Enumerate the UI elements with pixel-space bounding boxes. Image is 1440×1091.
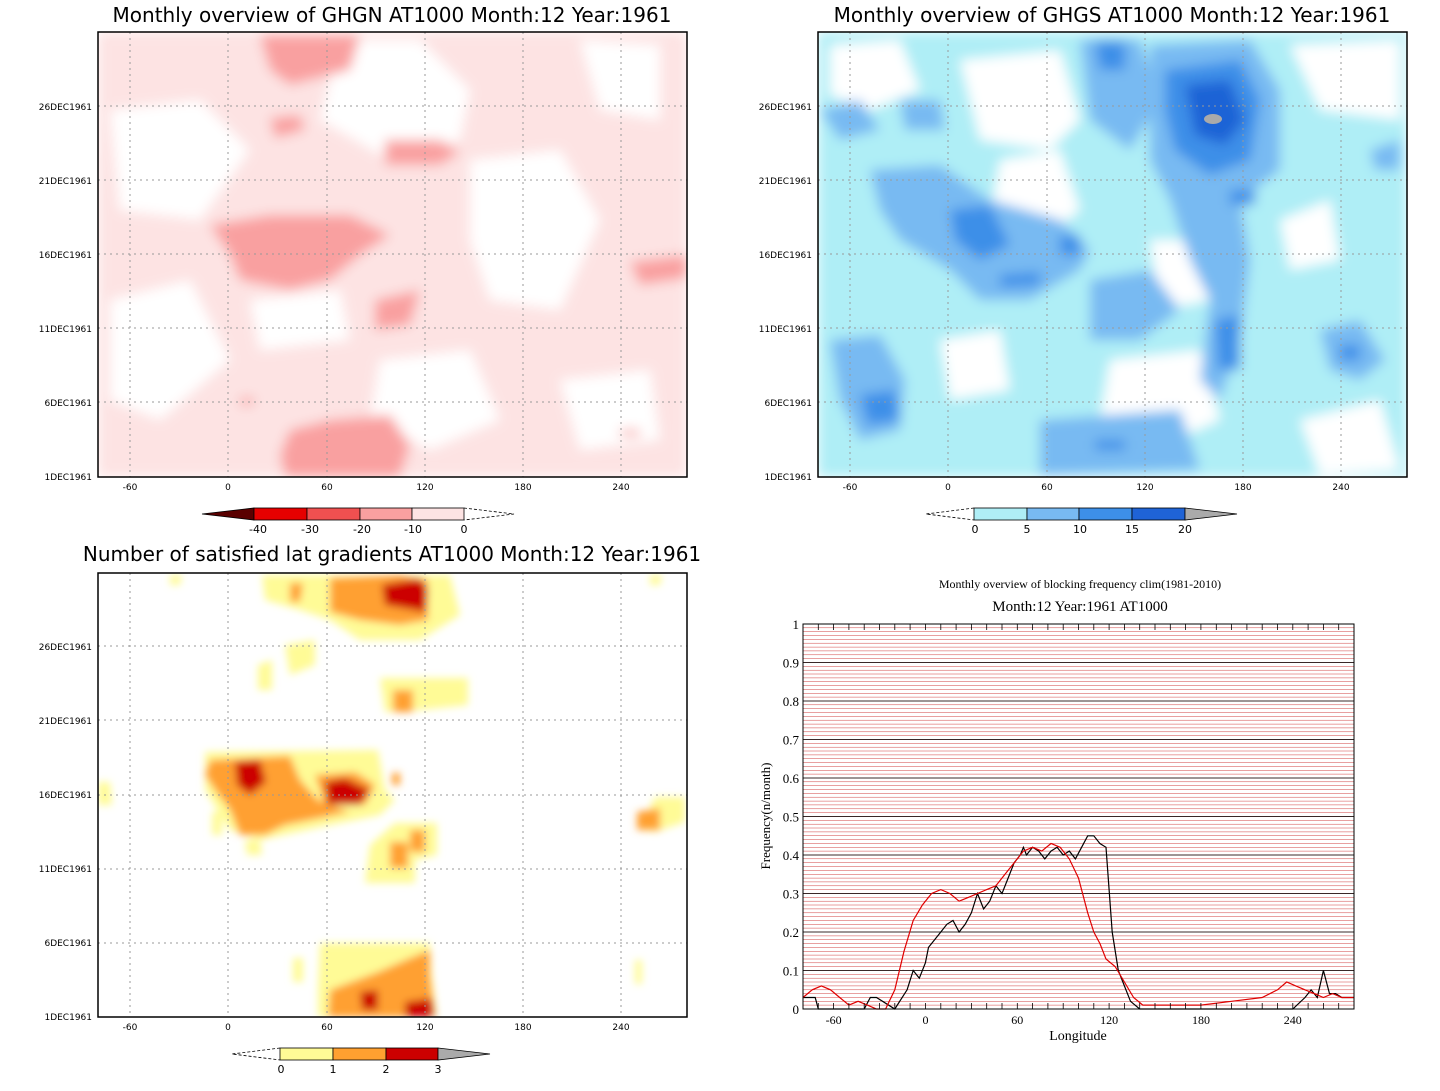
ghgn-xtick: -60: [123, 483, 138, 493]
ghgs-xtick: 240: [1332, 483, 1349, 493]
ghgn-colorbar-label: 0: [461, 523, 468, 536]
ghgs-xtick: 120: [1136, 483, 1153, 493]
panel-lat-gradients: Number of satisfied lat gradients AT1000…: [39, 542, 701, 1076]
lat-xtick: 240: [612, 1023, 629, 1033]
ghgs-xtick: -60: [843, 483, 858, 493]
ghgn-xtick: 0: [225, 483, 231, 493]
blocking-ytick: 0: [793, 1002, 800, 1017]
ghgs-ytick: 26DEC1961: [759, 103, 812, 113]
blocking-title: Monthly overview of blocking frequency c…: [939, 577, 1221, 591]
ghgs-colorbar-label: 10: [1073, 523, 1087, 536]
ghgs-ytick: 16DEC1961: [759, 251, 812, 261]
blocking-ytick: 0.8: [783, 694, 799, 709]
ghgn-xtick: 120: [416, 483, 433, 493]
ghgs-field: [818, 32, 1407, 477]
blocking-ytick: 1: [793, 617, 800, 632]
lat-ytick: 16DEC1961: [39, 791, 92, 801]
ghgs-colorbar-label: 5: [1024, 523, 1031, 536]
lat-colorbar-label: 2: [383, 1063, 390, 1076]
lat-xtick: 180: [514, 1023, 531, 1033]
blocking-series-line: [802, 842, 1354, 1010]
ghgs-colorbar-label: 20: [1178, 523, 1192, 536]
blocking-xlabel: Longitude: [1049, 1029, 1107, 1044]
ghgn-field: [98, 32, 687, 477]
ghgs-xtick: 180: [1234, 483, 1251, 493]
ghgn-ytick: 1DEC1961: [44, 473, 92, 483]
lat-ytick: 1DEC1961: [44, 1013, 92, 1023]
ghgn-ytick: 11DEC1961: [39, 325, 92, 335]
blocking-series-line: [803, 835, 1354, 1010]
ghgn-colorbar-label: -10: [404, 523, 422, 536]
blocking-ytick: 0.7: [783, 733, 800, 748]
panel-blocking-frequency: Monthly overview of blocking frequency c…: [758, 577, 1355, 1044]
ghgn-xtick: 60: [321, 483, 333, 493]
ghgn-title: Monthly overview of GHGN AT1000 Month:12…: [113, 3, 672, 27]
lat-colorbar-label: 3: [435, 1063, 442, 1076]
blocking-series: [802, 835, 1354, 1010]
blocking-ytick: 0.6: [783, 771, 800, 786]
ghgs-ytick: 1DEC1961: [764, 473, 812, 483]
blocking-xtick: -60: [826, 1013, 842, 1027]
blocking-ytick: 0.1: [783, 964, 799, 979]
lat-field: [98, 573, 687, 1017]
blocking-ytick: 0.2: [783, 925, 799, 940]
lat-colorbar: 0 1 2 3: [231, 1047, 491, 1076]
ghgn-xtick: 240: [612, 483, 629, 493]
ghgs-ytick: 6DEC1961: [764, 399, 812, 409]
lat-ytick: 11DEC1961: [39, 865, 92, 875]
ghgs-colorbar: 0 5 10 15 20: [925, 507, 1238, 536]
ghgn-colorbar: -40 -30 -20 -10 0: [201, 507, 515, 536]
ghgn-xtick: 180: [514, 483, 531, 493]
blocking-subtitle: Month:12 Year:1961 AT1000: [992, 599, 1167, 615]
blocking-xtick: 240: [1284, 1013, 1302, 1027]
ghgn-ytick: 21DEC1961: [39, 177, 92, 187]
ghgs-xtick: 60: [1041, 483, 1053, 493]
blocking-xtick: 60: [1011, 1013, 1023, 1027]
lat-ytick: 21DEC1961: [39, 717, 92, 727]
ghgn-ytick: 16DEC1961: [39, 251, 92, 261]
lat-title: Number of satisfied lat gradients AT1000…: [83, 542, 701, 566]
blocking-ylabel: Frequency(n/month): [758, 763, 773, 870]
blocking-xtick: 180: [1192, 1013, 1210, 1027]
ghgn-ytick: 6DEC1961: [44, 399, 92, 409]
lat-xtick: 120: [416, 1023, 433, 1033]
panel-ghgs: Monthly overview of GHGS AT1000 Month:12…: [759, 3, 1408, 536]
ghgn-colorbar-label: -20: [353, 523, 371, 536]
lat-xtick: 0: [225, 1023, 231, 1033]
blocking-grid: [803, 627, 1354, 1006]
lat-xtick: -60: [123, 1023, 138, 1033]
ghgn-ytick: 26DEC1961: [39, 103, 92, 113]
panel-ghgn: Monthly overview of GHGN AT1000 Month:12…: [39, 3, 688, 536]
lat-xtick: 60: [321, 1023, 333, 1033]
ghgs-ytick: 21DEC1961: [759, 177, 812, 187]
blocking-xtick: 0: [922, 1013, 928, 1027]
blocking-ytick: 0.4: [783, 848, 800, 863]
ghgn-colorbar-label: -40: [249, 523, 267, 536]
blocking-ytick: 0.5: [783, 810, 799, 825]
lat-ytick: 26DEC1961: [39, 643, 92, 653]
lat-colorbar-label: 0: [278, 1063, 285, 1076]
ghgn-colorbar-label: -30: [301, 523, 319, 536]
ghgs-colorbar-label: 15: [1125, 523, 1139, 536]
blocking-ytick: 0.3: [783, 887, 799, 902]
lat-ytick: 6DEC1961: [44, 939, 92, 949]
lat-colorbar-label: 1: [330, 1063, 337, 1076]
ghgs-ytick: 11DEC1961: [759, 325, 812, 335]
blocking-ytick: 0.9: [783, 656, 799, 671]
ghgs-title: Monthly overview of GHGS AT1000 Month:12…: [834, 3, 1391, 27]
ghgs-colorbar-label: 0: [972, 523, 979, 536]
blocking-ticks: -60 0 60 120 180 240 0 0.1 0.2 0.3 0.4 0.5 0.6 0.7 0.8…: [783, 617, 1355, 1027]
blocking-xtick: 120: [1100, 1013, 1118, 1027]
ghgs-xtick: 0: [945, 483, 951, 493]
